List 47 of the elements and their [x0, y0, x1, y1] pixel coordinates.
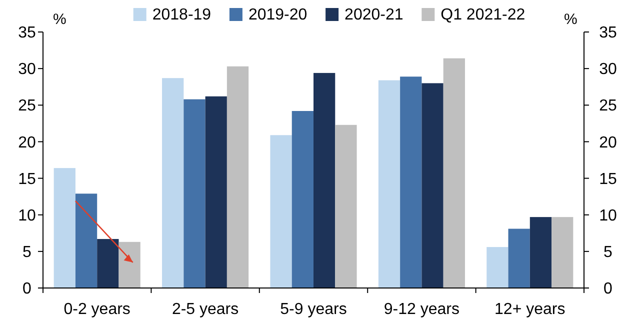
y-tick-label: 35	[18, 24, 36, 42]
bar	[314, 72, 336, 288]
x-tick-label: 12+ years	[494, 301, 566, 318]
bar	[400, 76, 422, 288]
y2-tick-label: 30	[599, 61, 617, 78]
y2-tick-label: 10	[599, 207, 617, 224]
y-axis-title: %	[53, 11, 66, 28]
y-tick-label: 10	[18, 207, 36, 224]
y2-tick-label: 5	[604, 244, 613, 262]
y2-tick-label: 15	[599, 170, 617, 188]
bar	[508, 228, 530, 288]
bar	[378, 80, 400, 288]
bar	[162, 78, 184, 288]
legend-label: 2020-21	[344, 6, 404, 24]
y2-tick-label: 0	[604, 280, 613, 298]
y2-tick-label: 35	[599, 24, 617, 42]
y-tick-label: 0	[22, 280, 32, 298]
bar	[422, 83, 444, 288]
bar	[75, 194, 98, 288]
legend-label: 2019-20	[248, 6, 308, 24]
bar	[54, 168, 76, 288]
bar	[205, 96, 227, 288]
y-tick-label: 25	[18, 98, 36, 115]
bar	[184, 99, 206, 288]
bar	[335, 124, 357, 288]
bar	[226, 66, 249, 288]
bar	[292, 110, 314, 288]
bar	[530, 217, 552, 288]
bar	[443, 58, 465, 288]
bar	[97, 238, 119, 288]
y2-tick-label: 20	[599, 134, 617, 152]
y2-tick-label: 25	[599, 98, 617, 115]
bar	[118, 242, 140, 288]
bar	[270, 135, 292, 288]
bar	[486, 247, 508, 288]
x-tick-label: 9-12 years	[384, 301, 460, 318]
x-tick-label: 0-2 years	[64, 301, 130, 318]
y-tick-label: 20	[18, 134, 36, 152]
y2-axis-title: %	[564, 11, 578, 28]
y-tick-label: 15	[18, 170, 36, 188]
x-tick-label: 2-5 years	[172, 301, 239, 318]
bar	[552, 217, 574, 288]
x-tick-label: 5-9 years	[280, 301, 347, 318]
y-tick-label: 30	[18, 61, 36, 78]
legend-label: 2018-19	[152, 6, 212, 24]
y-tick-label: 5	[22, 244, 32, 262]
legend-label: Q1 2021-22	[440, 6, 526, 24]
